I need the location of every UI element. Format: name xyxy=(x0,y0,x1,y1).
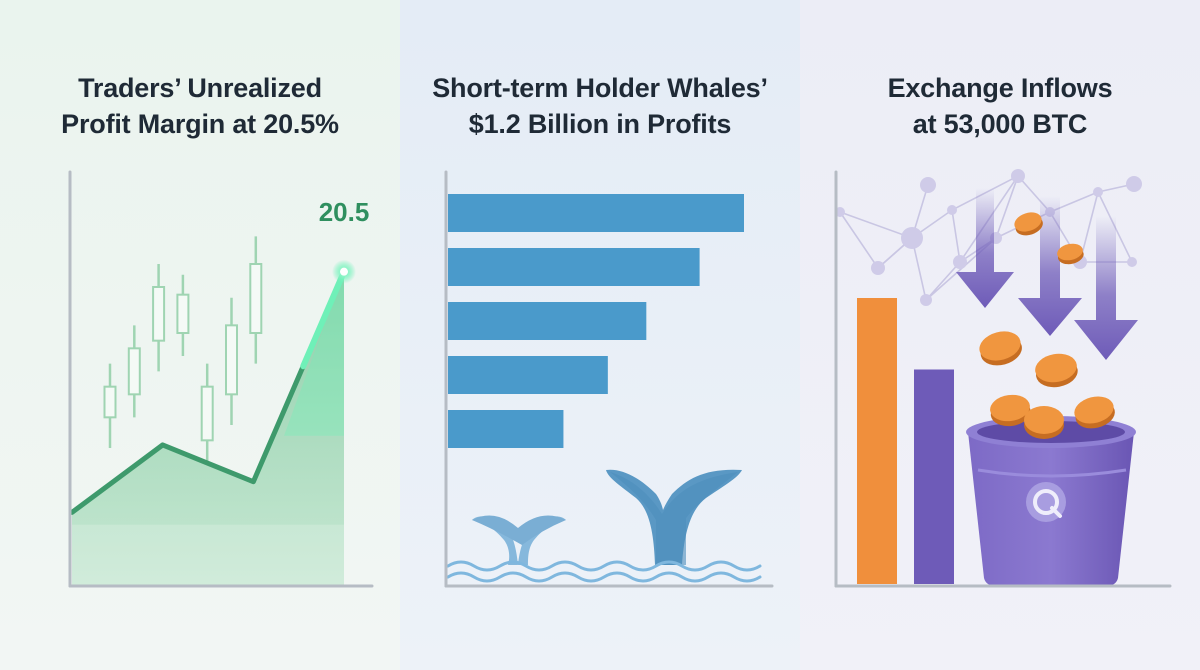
title-line-1: Exchange Inflows xyxy=(887,73,1113,103)
inflow-arrows xyxy=(956,188,1138,360)
bar xyxy=(448,194,744,232)
whale-profits-panel: Short-term Holder Whales’ $1.2 Billion i… xyxy=(400,0,800,670)
bar xyxy=(857,298,897,584)
area-band xyxy=(72,524,344,586)
bar xyxy=(448,410,564,448)
bar xyxy=(914,369,954,584)
down-arrow-icon xyxy=(1074,216,1138,360)
panel-title: Exchange Inflows at 53,000 BTC xyxy=(800,70,1200,142)
candlestick xyxy=(225,297,238,425)
candlestick xyxy=(127,325,141,418)
end-value-label: 20.5 xyxy=(319,197,370,227)
title-line-2: at 53,000 BTC xyxy=(912,109,1088,139)
down-arrow-icon xyxy=(956,188,1014,308)
panel-title: Short-term Holder Whales’ $1.2 Billion i… xyxy=(400,70,800,142)
end-point xyxy=(340,267,348,276)
candlestick xyxy=(103,363,117,448)
bar xyxy=(448,302,647,340)
series-line-glow xyxy=(300,268,347,370)
whale-tail-large-icon xyxy=(606,469,742,565)
bar xyxy=(448,356,608,394)
exchange-inflows-panel: Exchange Inflows at 53,000 BTC xyxy=(800,0,1200,670)
candlestick xyxy=(249,236,263,364)
title-line-1: Traders’ Unrealized xyxy=(78,73,322,103)
down-arrow-icon xyxy=(1018,196,1082,336)
exchange-inflows-chart xyxy=(834,169,1172,588)
profit-margin-chart: 20.5 xyxy=(68,170,374,588)
profit-margin-panel: Traders’ Unrealized Profit Margin at 20.… xyxy=(0,0,400,670)
coins-icon xyxy=(979,212,1115,439)
water-waves-icon xyxy=(446,560,762,583)
candlestick xyxy=(152,264,166,372)
panel-title: Traders’ Unrealized Profit Margin at 20.… xyxy=(0,70,400,142)
series-line xyxy=(69,269,347,515)
title-line-1: Short-term Holder Whales’ xyxy=(432,73,768,103)
whale-profits-chart xyxy=(444,170,774,588)
exchange-bucket-icon xyxy=(966,416,1136,586)
candlestick xyxy=(200,363,214,464)
title-line-2: $1.2 Billion in Profits xyxy=(468,109,732,139)
title-line-2: Profit Margin at 20.5% xyxy=(61,109,339,139)
candlestick xyxy=(176,274,190,356)
bar xyxy=(448,248,700,286)
whale-tail-small-icon xyxy=(472,515,566,565)
area-highlight xyxy=(284,271,344,436)
area-fill xyxy=(72,271,344,586)
